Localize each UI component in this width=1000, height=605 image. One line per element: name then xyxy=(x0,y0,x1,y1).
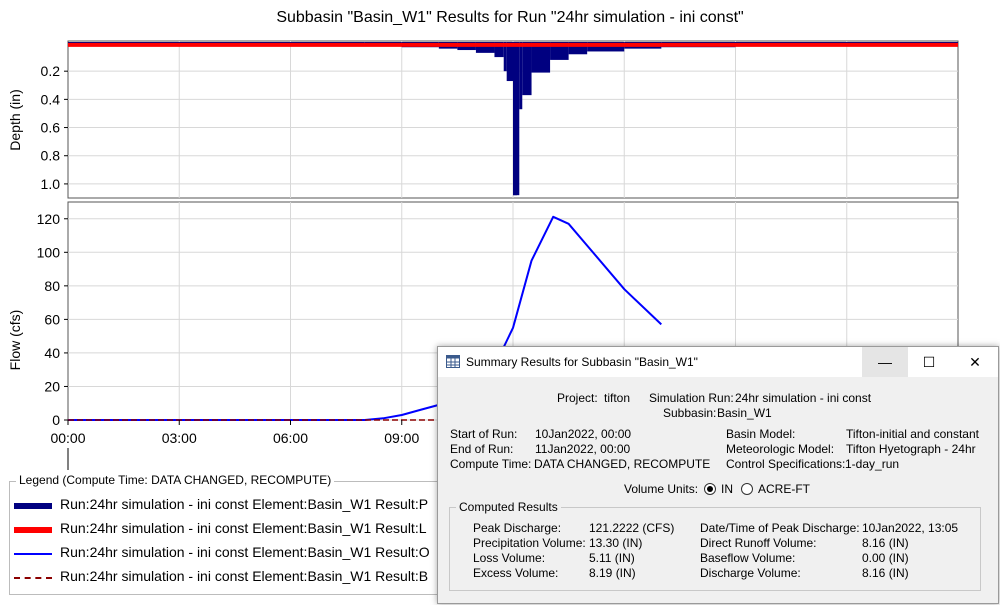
legend-label: Run:24hr simulation - ini const Element:… xyxy=(60,496,429,512)
result-label: Excess Volume: xyxy=(473,566,559,580)
units-acre-ft-radio[interactable] xyxy=(741,483,753,495)
depth-tick-label: 0.6 xyxy=(41,120,61,136)
compute-time-label: Compute Time: xyxy=(450,457,532,471)
dialog-title: Summary Results for Subbasin "Basin_W1" xyxy=(466,355,698,369)
start-of-run-value: 10Jan2022, 00:00 xyxy=(535,427,632,441)
time-tick-label: 00:00 xyxy=(50,430,85,446)
legend-item-loss[interactable]: Run:24hr simulation - ini const Element:… xyxy=(14,518,454,540)
result-value: 8.16 (IN) xyxy=(862,536,909,550)
depth-tick-label: 1.0 xyxy=(41,176,61,192)
result-value: 121.2222 (CFS) xyxy=(589,521,675,535)
time-tick-label: 09:00 xyxy=(384,430,419,446)
precipitation-bar xyxy=(475,42,495,53)
subbasin-value: Basin_W1 xyxy=(717,406,772,420)
legend-label: Run:24hr simulation - ini const Element:… xyxy=(60,520,427,536)
flow-axis-ticks: 0 20 40 60 80 100 120 xyxy=(37,211,68,428)
dialog-titlebar[interactable]: Summary Results for Subbasin "Basin_W1" … xyxy=(438,347,998,377)
result-label: Direct Runoff Volume: xyxy=(700,536,817,550)
control-specifications-label: Control Specifications: xyxy=(726,457,846,471)
units-in-radio[interactable] xyxy=(704,483,716,495)
flow-tick-label: 40 xyxy=(44,345,60,361)
legend-swatch-thick-navy xyxy=(14,503,52,509)
depth-axis-label: Depth (in) xyxy=(7,89,23,150)
summary-results-dialog: Summary Results for Subbasin "Basin_W1" … xyxy=(437,346,999,604)
legend-item-outflow[interactable]: Run:24hr simulation - ini const Element:… xyxy=(14,542,454,564)
legend-item-baseflow[interactable]: Run:24hr simulation - ini const Element:… xyxy=(14,566,454,588)
time-tick-label: 03:00 xyxy=(162,430,197,446)
control-specifications-value: 1-day_run xyxy=(845,457,900,471)
subbasin-label: Subbasin: xyxy=(663,406,717,420)
precipitation-peak-bar xyxy=(513,42,517,196)
precipitation-bar xyxy=(506,42,513,82)
result-value: 5.11 (IN) xyxy=(589,551,635,565)
result-value: 10Jan2022, 13:05 xyxy=(862,521,959,535)
units-in-label[interactable]: IN xyxy=(721,482,733,496)
precipitation-bar xyxy=(522,42,532,96)
depth-axis-ticks: 0.2 0.4 0.6 0.8 1.0 xyxy=(41,63,68,192)
flow-tick-label: 0 xyxy=(52,412,60,428)
end-of-run-label: End of Run: xyxy=(450,442,514,456)
flow-tick-label: 100 xyxy=(37,244,61,260)
minimize-button[interactable]: — xyxy=(862,347,908,377)
legend-label: Run:24hr simulation - ini const Element:… xyxy=(60,568,429,584)
computed-results-group: Computed Results Peak Discharge: 121.222… xyxy=(449,500,981,591)
result-label: Discharge Volume: xyxy=(700,566,801,580)
chart-title: Subbasin "Basin_W1" Results for Run "24h… xyxy=(276,9,743,26)
precipitation-bar xyxy=(494,42,504,58)
legend-item-precipitation[interactable]: Run:24hr simulation - ini const Element:… xyxy=(14,494,454,516)
start-of-run-label: Start of Run: xyxy=(450,427,518,441)
result-label: Loss Volume: xyxy=(473,551,546,565)
flow-tick-label: 120 xyxy=(37,211,61,227)
maximize-button[interactable]: ☐ xyxy=(922,354,936,370)
legend: Legend (Compute Time: DATA CHANGED, RECO… xyxy=(9,473,454,595)
computed-results-title: Computed Results xyxy=(456,500,561,514)
units-acre-ft-label[interactable]: ACRE-FT xyxy=(758,482,810,496)
legend-swatch-dashed-darkred xyxy=(14,577,52,579)
depth-tick-label: 0.4 xyxy=(41,91,61,107)
result-value: 8.16 (IN) xyxy=(862,566,909,580)
precipitation-bar xyxy=(531,42,551,73)
compute-time-value: DATA CHANGED, RECOMPUTE xyxy=(534,457,711,471)
result-value: 13.30 (IN) xyxy=(589,536,643,550)
legend-swatch-thick-red xyxy=(14,527,52,533)
result-value: 8.19 (IN) xyxy=(589,566,636,580)
basin-model-label: Basin Model: xyxy=(726,427,796,441)
flow-tick-label: 20 xyxy=(44,378,60,394)
precipitation-bar xyxy=(503,42,507,72)
result-value: 0.00 (IN) xyxy=(862,551,909,565)
time-tick-label: 06:00 xyxy=(273,430,308,446)
precipitation-bar xyxy=(519,42,523,110)
flow-tick-label: 80 xyxy=(44,278,60,294)
precipitation-bars xyxy=(68,42,958,196)
simulation-run-value: 24hr simulation - ini const xyxy=(735,391,872,405)
meteorologic-model-value: Tifton Hyetograph - 24hr xyxy=(846,442,976,456)
end-of-run-value: 11Jan2022, 00:00 xyxy=(535,442,631,456)
legend-label: Run:24hr simulation - ini const Element:… xyxy=(60,544,430,560)
volume-units-label: Volume Units: xyxy=(624,482,699,496)
legend-swatch-blue-line xyxy=(14,553,52,555)
table-icon xyxy=(446,355,460,368)
result-label: Precipitation Volume: xyxy=(473,536,586,550)
depth-tick-label: 0.2 xyxy=(41,63,61,79)
result-label: Peak Discharge: xyxy=(473,521,562,535)
flow-axis-label: Flow (cfs) xyxy=(7,310,23,371)
depth-tick-label: 0.8 xyxy=(41,148,61,164)
meteorologic-model-label: Meteorologic Model: xyxy=(726,442,835,456)
result-label: Baseflow Volume: xyxy=(700,551,796,565)
project-label: Project: xyxy=(557,391,598,405)
flow-tick-label: 60 xyxy=(44,311,60,327)
close-button[interactable]: ✕ xyxy=(969,354,981,370)
legend-title: Legend (Compute Time: DATA CHANGED, RECO… xyxy=(16,473,335,487)
time-axis-ticks: 00:00 03:00 06:00 09:00 xyxy=(50,420,419,446)
result-label: Date/Time of Peak Discharge: xyxy=(700,521,860,535)
basin-model-value: Tifton-initial and constant xyxy=(846,427,979,441)
project-value: tifton xyxy=(604,391,631,405)
simulation-run-label: Simulation Run: xyxy=(649,391,734,405)
